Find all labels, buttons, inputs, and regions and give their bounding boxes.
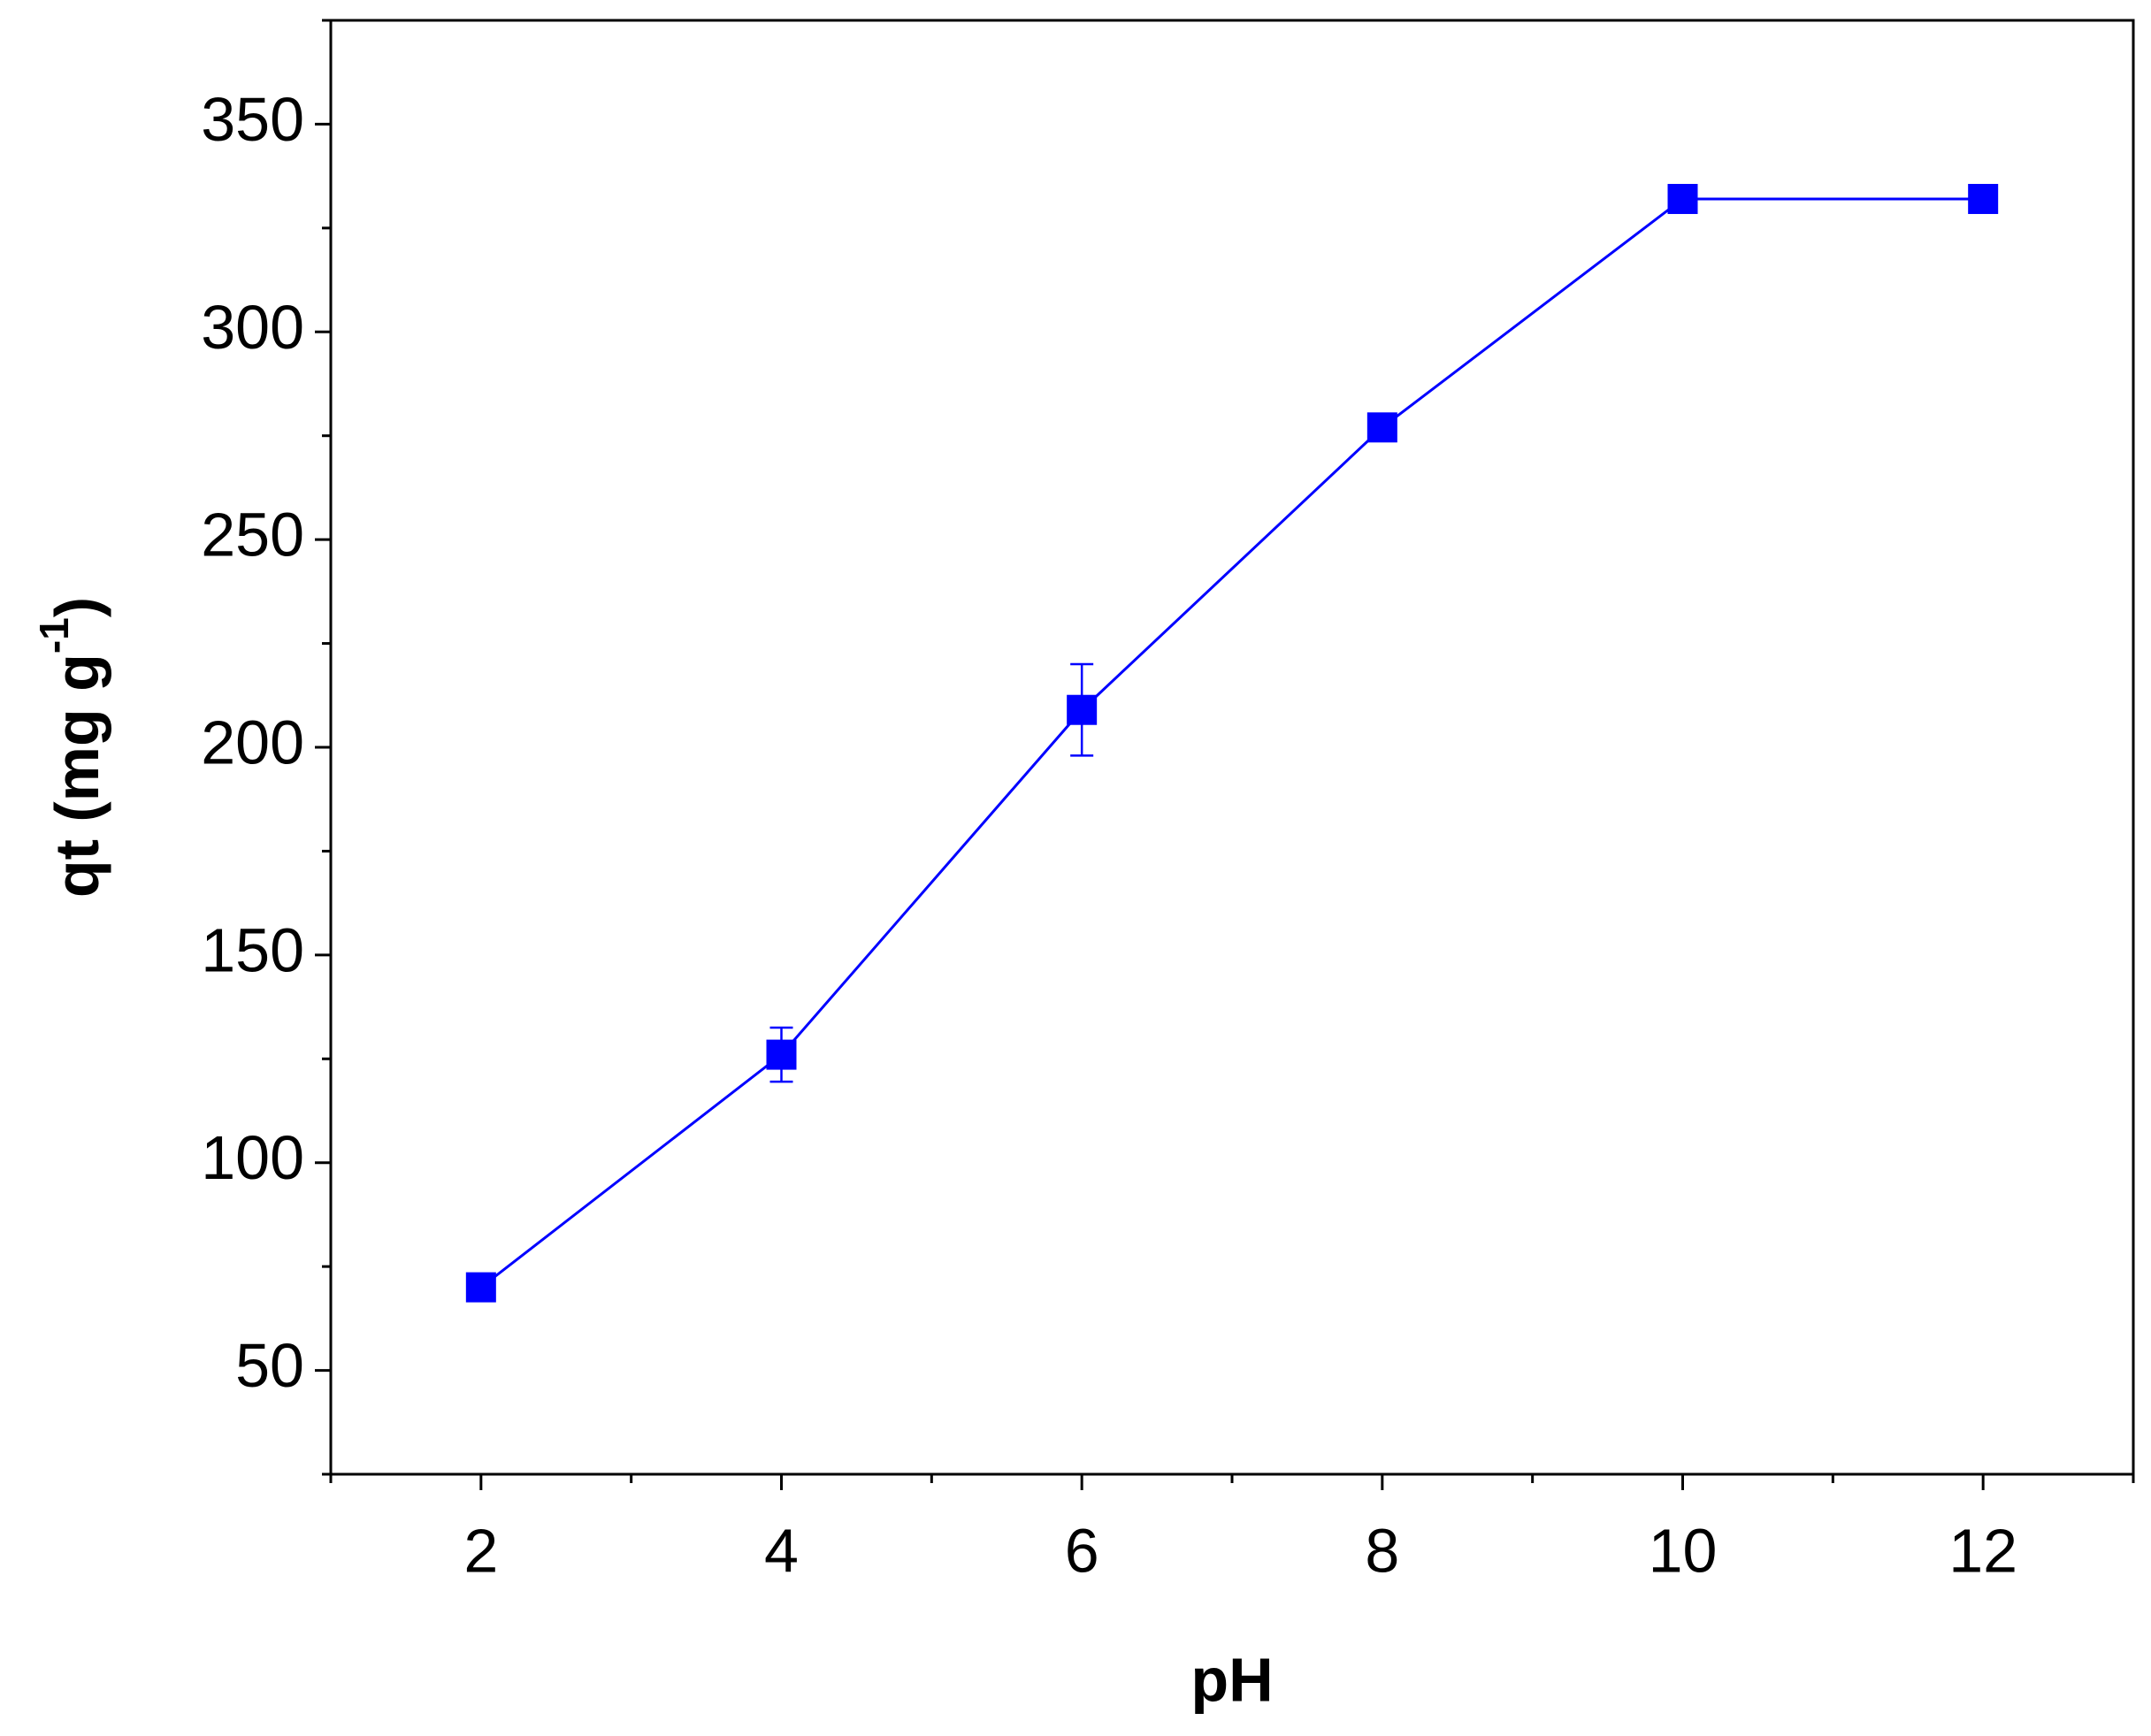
series-line <box>479 197 1984 1289</box>
y-tick-label: 300 <box>201 293 304 362</box>
y-tick-label: 250 <box>201 501 304 570</box>
plot-frame <box>329 19 2135 1476</box>
marker <box>1366 412 1397 443</box>
y-tick-label: 150 <box>201 915 304 984</box>
x-tick-label: 8 <box>1365 1516 1399 1585</box>
x-tick-label: 6 <box>1065 1516 1099 1585</box>
y-tick-label: 350 <box>201 85 304 154</box>
marker <box>1968 183 1999 214</box>
y-tick-label: 50 <box>235 1331 304 1400</box>
x-axis-label: pH <box>1190 1645 1273 1714</box>
marker <box>1667 183 1698 214</box>
y-axis-label: qt (mg g-1) <box>31 597 111 898</box>
y-axis-label-end: ) <box>42 597 111 617</box>
x-tick-label: 12 <box>1948 1516 2017 1585</box>
x-tick-label: 10 <box>1649 1516 1718 1585</box>
y-axis-label-sup: -1 <box>31 617 77 654</box>
x-tick-label: 2 <box>463 1516 498 1585</box>
y-tick-label: 200 <box>201 707 304 776</box>
marker <box>465 1272 496 1303</box>
y-tick-label: 100 <box>201 1123 304 1192</box>
marker <box>766 1039 797 1070</box>
x-tick-label: 4 <box>764 1516 799 1585</box>
marker <box>1067 694 1098 725</box>
y-axis-label-text: qt (mg g <box>42 654 111 898</box>
